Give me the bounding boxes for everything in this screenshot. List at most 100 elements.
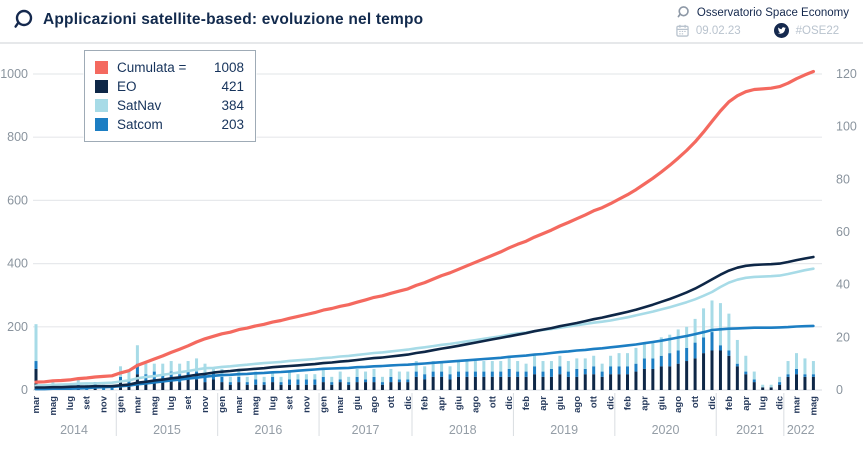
bar-segment <box>642 368 646 390</box>
bar-segment <box>228 384 232 390</box>
bar-segment <box>761 384 765 388</box>
bar-segment <box>271 371 275 377</box>
bar-segment <box>795 368 798 375</box>
bar-segment <box>626 366 629 375</box>
bar-segment <box>102 387 106 390</box>
bar-segment <box>735 366 739 390</box>
year-label: 2014 <box>60 423 88 437</box>
bar-segment <box>254 384 258 390</box>
bar-segment <box>735 363 739 367</box>
bar-segment <box>473 376 477 390</box>
bar-segment <box>642 358 646 369</box>
bar-segment <box>271 376 275 383</box>
month-tick-label: feb <box>521 396 532 410</box>
right-axis-tick: 40 <box>836 278 850 292</box>
bar-segment <box>609 355 613 367</box>
cumulata-swatch <box>95 61 108 74</box>
bar-segment <box>220 382 224 390</box>
left-axis-tick: 600 <box>7 193 28 207</box>
bar-segment <box>778 382 782 385</box>
bar-segment <box>735 339 739 364</box>
bar-segment <box>457 361 460 372</box>
bar-segment <box>262 382 266 385</box>
bar-segment <box>279 376 283 383</box>
year-label: 2022 <box>787 423 815 437</box>
bar-segment <box>676 350 680 364</box>
bar-segment <box>541 361 545 372</box>
bar-segment <box>355 382 359 390</box>
org-name: Osservatorio Space Economy <box>696 6 849 19</box>
bar-segment <box>752 371 756 380</box>
bar-segment <box>490 361 494 372</box>
bar-segment <box>431 376 435 390</box>
month-tick-label: ott <box>690 395 701 408</box>
bar-segment <box>803 376 807 390</box>
bar-segment <box>668 353 672 367</box>
month-tick-label: apr <box>437 396 448 411</box>
bar-segment <box>296 374 300 380</box>
month-tick-label: mar <box>31 396 42 414</box>
bar-segment <box>549 368 553 377</box>
bar-segment <box>338 379 342 383</box>
bar-segment <box>558 366 562 375</box>
month-tick-label: feb <box>420 396 431 410</box>
legend-row-cumulata: Cumulata = 1008 <box>95 58 244 77</box>
bar-segment <box>313 379 317 385</box>
bar-segment <box>465 376 469 390</box>
bar-segment <box>516 371 520 377</box>
bar-segment <box>676 329 680 351</box>
bar-segment <box>693 318 697 343</box>
hashtag-label[interactable]: #OSE22 <box>795 24 840 37</box>
bar-segment <box>347 384 351 390</box>
cumulata-line <box>34 69 816 384</box>
bar-segment <box>152 379 156 390</box>
bar-segment <box>152 363 156 372</box>
bar-segment <box>203 382 207 390</box>
left-axis-tick: 1000 <box>0 67 28 81</box>
bar-segment <box>533 355 537 367</box>
bar-segment <box>549 361 553 369</box>
month-tick-label: mar <box>335 396 346 414</box>
right-axis-tick: 80 <box>836 172 850 186</box>
calendar-icon <box>676 24 689 37</box>
bar-segment <box>288 379 291 385</box>
page-title: Applicazioni satellite-based: evoluzione… <box>43 11 424 28</box>
header-bar: Applicazioni satellite-based: evoluzione… <box>0 0 863 44</box>
bar-segment <box>465 371 469 377</box>
bar-segment <box>448 366 452 375</box>
right-axis-tick: 60 <box>836 225 850 239</box>
bar-segment <box>313 384 317 390</box>
bar-segment <box>744 355 748 372</box>
bar-segment <box>651 358 655 369</box>
bar-segment <box>490 376 494 390</box>
year-label: 2019 <box>550 423 578 437</box>
month-tick-label: mag <box>808 396 819 416</box>
month-tick-label: mar <box>792 396 803 414</box>
bar-segment <box>609 366 613 375</box>
month-tick-label: giu <box>555 396 566 410</box>
header-meta: Osservatorio Space Economy 09.02.23 #OSE… <box>676 5 849 38</box>
bar-segment <box>321 382 325 390</box>
bar-segment <box>752 382 756 390</box>
month-tick-label: nov <box>200 395 211 413</box>
bar-segment <box>330 376 334 383</box>
bar-segment <box>211 379 215 390</box>
month-tick-label: feb <box>623 396 634 410</box>
bar-segment <box>634 371 638 390</box>
month-tick-label: ott <box>487 395 498 408</box>
bar-segment <box>93 382 97 388</box>
bar-segment <box>634 347 638 364</box>
legend-row-eo: EO 421 <box>95 77 244 96</box>
bar-segment <box>617 353 621 367</box>
bar-segment <box>482 371 486 377</box>
bar-segment <box>178 363 182 375</box>
bar-segment <box>448 374 452 380</box>
bar-segment <box>558 374 562 390</box>
month-tick-label: ago <box>369 396 380 413</box>
month-tick-label: apr <box>639 396 650 411</box>
year-label: 2017 <box>352 423 380 437</box>
month-tick-label: dic <box>775 396 786 410</box>
bar-segment <box>237 368 241 377</box>
bar-segment <box>169 379 173 390</box>
bar-segment <box>34 324 38 362</box>
